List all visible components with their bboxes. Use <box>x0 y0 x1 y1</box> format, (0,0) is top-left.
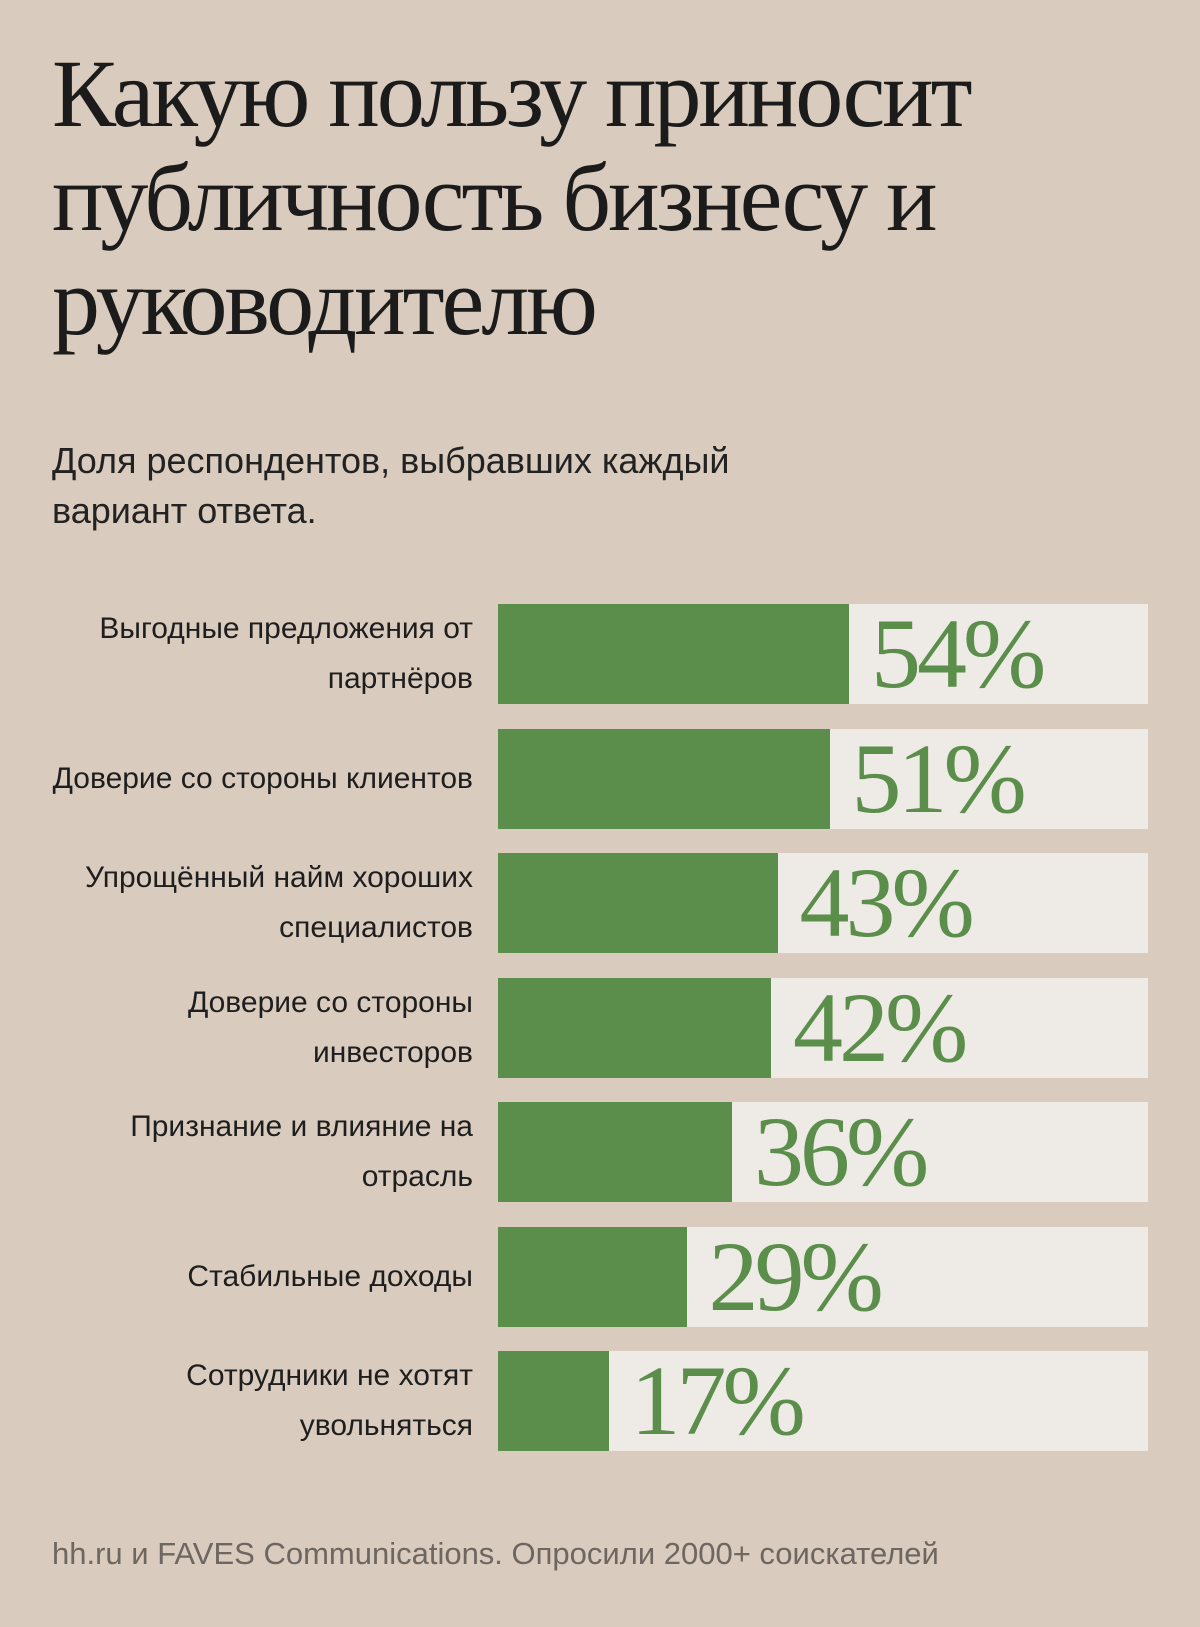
bar-category-label: Упрощённый найм хороших специалистов <box>85 861 473 944</box>
bar <box>498 728 830 829</box>
bar-value-label: 29% <box>708 1220 884 1332</box>
bar-value-label: 36% <box>754 1096 929 1207</box>
bar-track: 43% <box>498 853 1148 953</box>
bar-track: 17% <box>498 1351 1148 1451</box>
bar <box>498 977 771 1078</box>
bar-value-label: 42% <box>793 971 968 1083</box>
bar-value-label: 43% <box>799 847 975 958</box>
bar <box>498 1351 609 1451</box>
page-title: Какую пользу приносит публичность бизнес… <box>52 40 973 355</box>
chart-subtitle: Доля респондентов, выбравших каждый вари… <box>52 440 730 531</box>
bar-row: Признание и влияние на отрасль 36% <box>0 1102 1200 1202</box>
bar-value-label: 17% <box>630 1345 806 1456</box>
bar <box>498 853 778 953</box>
bar-category-label: Доверие со стороны инвесторов <box>187 985 473 1069</box>
bar-row: Сотрудники не хотят увольняться 17% <box>0 1351 1200 1451</box>
bar <box>498 1226 687 1327</box>
bar-row: Выгодные предложения от партнёров 54% <box>0 604 1200 704</box>
source-note: hh.ru и FAVES Communications. Опросили 2… <box>52 1536 939 1571</box>
bar-value-label: 54% <box>871 598 1046 709</box>
bar-track: 54% <box>498 604 1148 704</box>
bar-category-label: Стабильные доходы <box>187 1259 473 1293</box>
bar-track: 51% <box>498 722 1148 834</box>
bar-track: 29% <box>498 1220 1148 1332</box>
bar <box>498 604 849 704</box>
bar-row: Доверие со стороны инвесторов 42% <box>0 971 1200 1083</box>
bar-row: Доверие со стороны клиентов 51% <box>0 722 1200 834</box>
bar-track: 42% <box>498 971 1148 1083</box>
bar-category-label: Признание и влияние на отрасль <box>130 1110 473 1193</box>
bar-chart: Выгодные предложения от партнёров 54% Дове… <box>0 604 1200 1454</box>
bar-category-label: Доверие со стороны клиентов <box>52 761 473 795</box>
bar <box>498 1102 732 1202</box>
bar-value-label: 51% <box>851 722 1027 834</box>
bar-row: Стабильные доходы 29% <box>0 1220 1200 1332</box>
bar-row: Упрощённый найм хороших специалистов 43% <box>0 853 1200 953</box>
bar-track: 36% <box>498 1102 1148 1202</box>
bar-category-label: Сотрудники не хотят увольняться <box>186 1359 473 1442</box>
bar-category-label: Выгодные предложения от партнёров <box>99 612 473 695</box>
